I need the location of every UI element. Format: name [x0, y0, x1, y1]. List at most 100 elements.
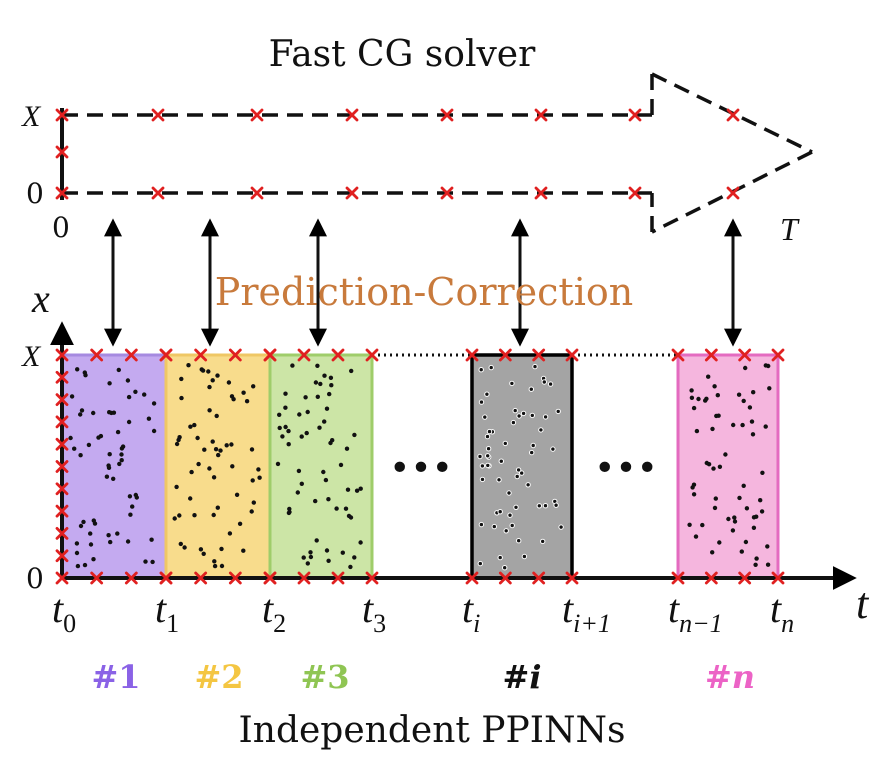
- coarse-marker: [440, 108, 454, 122]
- residual-point: [715, 393, 720, 398]
- residual-point: [547, 381, 554, 387]
- residual-point: [352, 432, 357, 438]
- residual-point: [482, 414, 488, 420]
- coarse-marker: [726, 186, 740, 200]
- residual-point: [296, 468, 302, 474]
- residual-point: [491, 523, 497, 530]
- residual-point: [290, 363, 295, 368]
- residual-point: [694, 428, 700, 434]
- residual-point: [478, 367, 484, 373]
- fine-marker: [90, 348, 104, 362]
- residual-point: [540, 538, 546, 545]
- residual-point: [86, 442, 92, 448]
- residual-point: [82, 370, 88, 375]
- residual-point: [706, 374, 711, 379]
- residual-point: [214, 413, 219, 419]
- residual-point: [754, 514, 759, 519]
- time-tick-label: t3: [362, 586, 386, 638]
- residual-point: [502, 565, 508, 571]
- residual-point: [324, 406, 330, 411]
- residual-point: [328, 375, 334, 380]
- residual-point: [75, 563, 81, 569]
- residual-point: [765, 544, 770, 549]
- residual-point: [126, 419, 132, 425]
- residual-point: [74, 550, 80, 556]
- residual-point: [78, 412, 83, 417]
- residual-point: [530, 442, 536, 449]
- initial-condition-marker: [55, 370, 69, 384]
- residual-point: [736, 392, 742, 397]
- subdomain-rect: [164, 353, 272, 580]
- residual-point: [78, 523, 84, 529]
- residual-point: [712, 384, 717, 389]
- residual-point: [211, 512, 216, 518]
- residual-point: [358, 540, 363, 545]
- coarse-marker: [55, 186, 69, 200]
- residual-point: [513, 504, 519, 510]
- residual-point: [479, 463, 486, 469]
- residual-point: [317, 425, 322, 430]
- initial-condition-marker: [55, 482, 69, 496]
- residual-point: [747, 405, 753, 410]
- coarse-marker: [55, 108, 69, 122]
- residual-point: [767, 386, 772, 391]
- residual-point: [215, 373, 220, 378]
- residual-point: [507, 512, 513, 518]
- residual-point: [198, 547, 204, 552]
- residual-point: [723, 452, 728, 457]
- residual-point: [759, 509, 765, 514]
- residual-point: [151, 428, 157, 434]
- residual-point: [106, 463, 111, 468]
- residual-point: [743, 365, 748, 371]
- residual-point: [283, 391, 288, 396]
- time-tick-labels: t0 t1 t2 t3 ti ti+1 tn−1 tn: [52, 586, 794, 638]
- residual-point: [532, 363, 538, 370]
- residual-point: [226, 380, 232, 385]
- fine-marker: [194, 571, 208, 585]
- residual-point: [713, 496, 718, 501]
- residual-point: [529, 449, 535, 456]
- residual-point: [256, 467, 261, 472]
- independent-ppinns-label: Independent PPINNs: [239, 710, 626, 751]
- residual-point: [72, 446, 77, 451]
- initial-condition-marker: [55, 460, 69, 473]
- residual-point: [512, 407, 518, 414]
- residual-point: [330, 438, 335, 443]
- residual-point: [321, 469, 326, 475]
- residual-point: [299, 481, 304, 486]
- residual-point: [352, 555, 357, 560]
- fine-marker: [704, 348, 718, 362]
- residual-point: [693, 534, 699, 539]
- residual-point: [344, 446, 350, 451]
- residual-point: [75, 367, 80, 372]
- residual-point: [315, 363, 320, 368]
- residual-point: [305, 409, 310, 415]
- time-tick-label: tn−1: [668, 586, 723, 638]
- residual-point: [541, 379, 547, 385]
- residual-point: [503, 528, 509, 534]
- residual-point: [497, 509, 503, 515]
- residual-point: [237, 521, 243, 526]
- residual-point: [207, 384, 212, 390]
- residual-point: [696, 396, 701, 402]
- residual-point: [477, 560, 483, 567]
- ellipsis-right: •••: [594, 448, 658, 489]
- residual-point: [485, 453, 491, 459]
- residual-point: [323, 477, 329, 483]
- residual-point: [192, 422, 197, 428]
- residual-point: [88, 542, 94, 547]
- residual-point: [763, 424, 768, 429]
- residual-point: [218, 448, 223, 453]
- residual-point: [212, 559, 217, 564]
- fine-collocation-markers: [55, 348, 785, 585]
- residual-point: [283, 424, 288, 430]
- subdomain-rect: [676, 353, 780, 580]
- residual-point: [108, 539, 113, 545]
- fine-marker: [228, 571, 242, 585]
- residual-point: [758, 498, 763, 503]
- time-tick-label: t1: [155, 586, 179, 638]
- residual-point: [215, 505, 220, 510]
- residual-point: [111, 476, 116, 481]
- residual-point: [231, 397, 236, 402]
- residual-point: [711, 466, 716, 471]
